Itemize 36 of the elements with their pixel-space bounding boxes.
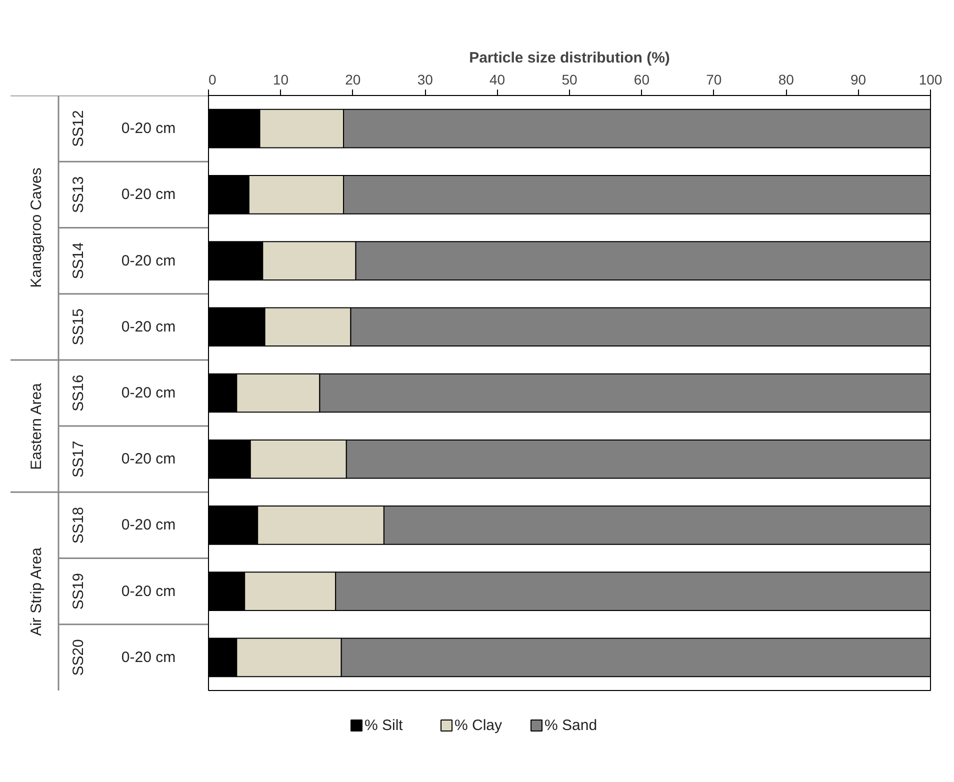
text: Air Strip Area bbox=[28, 546, 45, 636]
y-tick-label: SS20 bbox=[70, 639, 87, 676]
x-tick-label: 30 bbox=[417, 72, 434, 88]
x-tick-label: 40 bbox=[490, 72, 506, 88]
y-tick-label: SS15 bbox=[70, 308, 87, 346]
y-tick-label: SS16 bbox=[70, 374, 87, 412]
text: 0-20 cm bbox=[121, 648, 176, 666]
legend-label: % Clay bbox=[454, 717, 503, 734]
y-tick-label: SS13 bbox=[70, 176, 87, 214]
text: Eastern Area bbox=[28, 382, 45, 470]
x-tick-label: 20 bbox=[345, 72, 361, 88]
text: 0-20 cm bbox=[121, 120, 176, 138]
legend-label: % Silt bbox=[364, 717, 404, 734]
text: 0-20 cm bbox=[121, 318, 176, 336]
text: 0-20 cm bbox=[121, 582, 176, 600]
text: Kanagaroo Caves bbox=[28, 168, 45, 288]
x-tick-label: 50 bbox=[562, 72, 578, 88]
x-tick-label: 70 bbox=[706, 72, 722, 88]
y-tick-label: SS14 bbox=[70, 242, 87, 280]
y-tick-label: SS19 bbox=[70, 572, 87, 610]
x-tick-label: 100 bbox=[918, 72, 942, 88]
y-tick-label: SS17 bbox=[70, 440, 87, 478]
x-tick-label: 80 bbox=[778, 72, 794, 88]
x-tick-label: 60 bbox=[634, 72, 650, 88]
x-tick-label: 10 bbox=[272, 72, 289, 88]
text: 0-20 cm bbox=[121, 186, 176, 204]
x-axis-title: Particle size distribution (%) bbox=[469, 50, 670, 66]
text: 0-20 cm bbox=[121, 384, 176, 402]
text: 0-20 cm bbox=[121, 252, 176, 270]
legend-label: % Sand bbox=[544, 717, 598, 734]
y-tick-label: SS12 bbox=[70, 110, 87, 147]
x-tick-label: 0 bbox=[208, 72, 216, 88]
y-tick-label: SS18 bbox=[70, 506, 87, 544]
text: 0-20 cm bbox=[121, 450, 176, 468]
x-tick-label: 90 bbox=[850, 72, 866, 88]
text: 0-20 cm bbox=[121, 516, 176, 534]
